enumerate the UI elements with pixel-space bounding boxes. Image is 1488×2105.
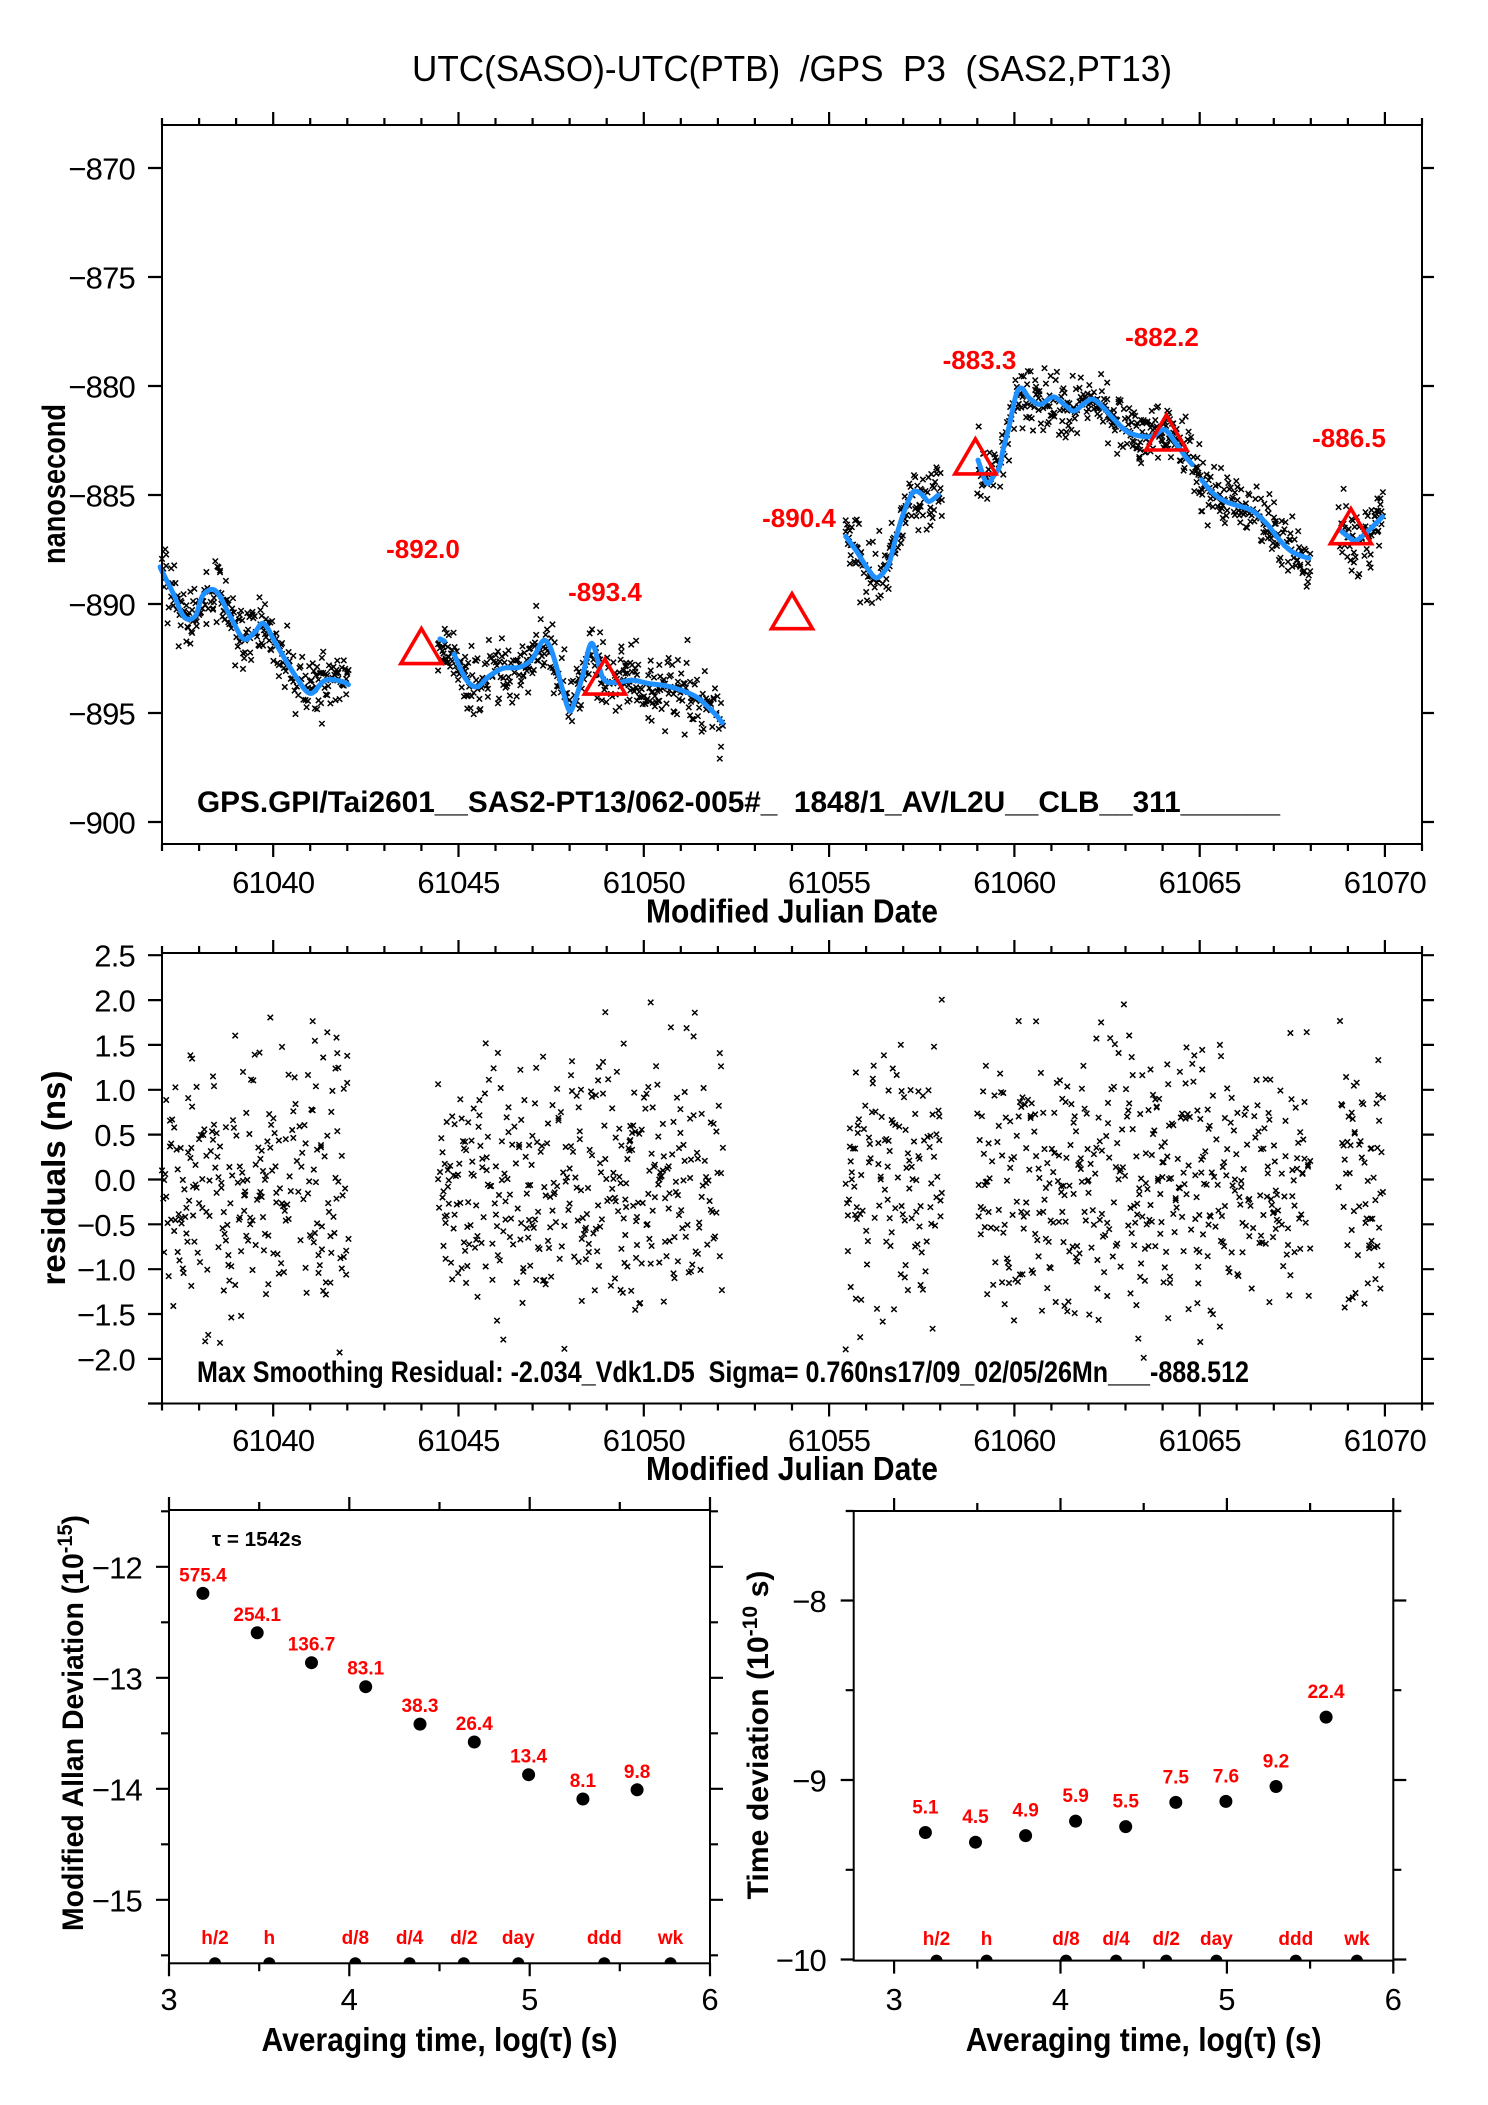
svg-text:wk: wk <box>657 1928 684 1949</box>
svg-text:ddd: ddd <box>587 1928 622 1949</box>
svg-text:575.4: 575.4 <box>179 1565 227 1586</box>
svg-text:-890.4: -890.4 <box>762 503 836 533</box>
svg-text:−890: −890 <box>68 588 135 623</box>
svg-text:0.5: 0.5 <box>94 1118 135 1153</box>
svg-text:−870: −870 <box>68 152 135 187</box>
svg-text:38.3: 38.3 <box>402 1696 439 1717</box>
svg-text:1.0: 1.0 <box>94 1073 135 1108</box>
svg-text:τ = 1542s: τ = 1542s <box>212 1529 302 1551</box>
svg-text:−1.0: −1.0 <box>77 1253 136 1288</box>
svg-text:8.1: 8.1 <box>570 1771 597 1792</box>
svg-text:Max Smoothing Residual: -2.034: Max Smoothing Residual: -2.034_Vdk1.D5 S… <box>197 1356 1249 1389</box>
svg-text:4: 4 <box>341 1982 358 2017</box>
svg-text:−14: −14 <box>92 1772 143 1807</box>
svg-text:5: 5 <box>521 1982 538 2017</box>
svg-text:5.1: 5.1 <box>912 1798 939 1819</box>
svg-text:−13: −13 <box>92 1661 142 1696</box>
svg-text:7.6: 7.6 <box>1213 1766 1239 1787</box>
svg-text:61055: 61055 <box>788 1423 870 1458</box>
svg-text:2.0: 2.0 <box>94 984 135 1019</box>
svg-text:Time deviation (10-10 s): Time deviation (10-10 s) <box>739 1571 775 1900</box>
svg-text:Modified Julian Date: Modified Julian Date <box>646 893 938 930</box>
svg-text:−1.5: −1.5 <box>77 1298 135 1333</box>
svg-text:5: 5 <box>1218 1982 1235 2017</box>
svg-text:d/8: d/8 <box>1052 1929 1079 1950</box>
svg-text:d/2: d/2 <box>1152 1929 1179 1950</box>
svg-text:13.4: 13.4 <box>510 1747 547 1768</box>
svg-text:61045: 61045 <box>417 1423 499 1458</box>
svg-text:254.1: 254.1 <box>233 1605 281 1626</box>
svg-text:-882.2: -882.2 <box>1125 322 1199 352</box>
svg-text:61040: 61040 <box>232 1423 315 1458</box>
svg-text:d/4: d/4 <box>396 1928 424 1949</box>
svg-text:61050: 61050 <box>603 1423 686 1458</box>
svg-text:26.4: 26.4 <box>456 1714 493 1735</box>
svg-text:d/2: d/2 <box>450 1928 477 1949</box>
svg-text:−895: −895 <box>68 697 135 732</box>
svg-text:−12: −12 <box>92 1550 142 1585</box>
svg-text:61065: 61065 <box>1159 865 1241 900</box>
svg-text:-893.4: -893.4 <box>568 577 642 607</box>
svg-text:−875: −875 <box>68 261 135 296</box>
svg-text:−8: −8 <box>792 1584 826 1619</box>
svg-text:Averaging time, log(τ) (s): Averaging time, log(τ) (s) <box>966 2021 1322 2058</box>
svg-text:GPS.GPI/Tai2601__SAS2-PT13/062: GPS.GPI/Tai2601__SAS2-PT13/062-005#_ 184… <box>197 786 1280 819</box>
svg-text:h: h <box>981 1929 993 1950</box>
svg-text:61040: 61040 <box>232 865 315 900</box>
svg-text:nanosecond: nanosecond <box>36 404 72 564</box>
svg-text:−0.5: −0.5 <box>77 1208 135 1243</box>
svg-text:day: day <box>502 1928 535 1949</box>
svg-text:4.5: 4.5 <box>962 1807 989 1828</box>
svg-text:5.9: 5.9 <box>1062 1786 1088 1807</box>
svg-text:d/8: d/8 <box>342 1928 369 1949</box>
svg-text:1.5: 1.5 <box>94 1028 135 1063</box>
svg-text:−15: −15 <box>92 1883 142 1918</box>
svg-text:9.2: 9.2 <box>1263 1752 1289 1773</box>
svg-text:wk: wk <box>1343 1929 1370 1950</box>
svg-text:22.4: 22.4 <box>1308 1682 1345 1703</box>
svg-text:3: 3 <box>885 1982 902 2017</box>
svg-text:-892.0: -892.0 <box>386 534 460 564</box>
svg-text:61065: 61065 <box>1159 1423 1241 1458</box>
svg-text:Modified Julian Date: Modified Julian Date <box>646 1450 938 1487</box>
svg-text:7.5: 7.5 <box>1163 1767 1190 1788</box>
svg-text:6: 6 <box>1385 1982 1402 2017</box>
svg-text:residuals (ns): residuals (ns) <box>35 1071 72 1286</box>
svg-text:−885: −885 <box>68 479 135 514</box>
svg-text:83.1: 83.1 <box>347 1659 384 1680</box>
svg-text:5.5: 5.5 <box>1112 1792 1139 1813</box>
svg-text:61055: 61055 <box>788 865 870 900</box>
svg-text:3: 3 <box>160 1982 177 2017</box>
svg-text:h/2: h/2 <box>201 1928 228 1949</box>
svg-text:61050: 61050 <box>603 865 686 900</box>
svg-text:−10: −10 <box>776 1943 827 1978</box>
svg-text:−9: −9 <box>792 1764 826 1799</box>
svg-text:h/2: h/2 <box>923 1929 950 1950</box>
svg-text:2.5: 2.5 <box>94 939 135 974</box>
svg-text:day: day <box>1200 1929 1233 1950</box>
svg-text:4: 4 <box>1052 1982 1069 2017</box>
svg-text:136.7: 136.7 <box>288 1635 336 1656</box>
svg-text:9.8: 9.8 <box>624 1762 650 1783</box>
svg-text:6: 6 <box>701 1982 718 2017</box>
svg-text:h: h <box>263 1928 275 1949</box>
svg-text:61045: 61045 <box>417 865 499 900</box>
svg-text:ddd: ddd <box>1278 1929 1313 1950</box>
svg-text:−880: −880 <box>68 370 135 405</box>
svg-text:Modified Allan Deviation (10-1: Modified Allan Deviation (10-15) <box>54 1515 90 1931</box>
svg-text:4.9: 4.9 <box>1012 1801 1038 1822</box>
svg-text:UTC(SASO)-UTC(PTB) /GPS P3: UTC(SASO)-UTC(PTB) /GPS P3 (SAS2,PT13) <box>412 48 1172 89</box>
svg-text:−2.0: −2.0 <box>77 1342 136 1377</box>
svg-text:61070: 61070 <box>1344 1423 1427 1458</box>
svg-text:-886.5: -886.5 <box>1312 423 1386 453</box>
svg-text:61060: 61060 <box>973 1423 1056 1458</box>
svg-text:Averaging time, log(τ) (s): Averaging time, log(τ) (s) <box>262 2021 618 2058</box>
svg-text:0.0: 0.0 <box>94 1163 135 1198</box>
svg-text:-883.3: -883.3 <box>943 345 1017 375</box>
svg-text:d/4: d/4 <box>1102 1929 1130 1950</box>
svg-text:−900: −900 <box>68 806 135 841</box>
svg-text:61060: 61060 <box>973 865 1056 900</box>
svg-text:61070: 61070 <box>1344 865 1427 900</box>
